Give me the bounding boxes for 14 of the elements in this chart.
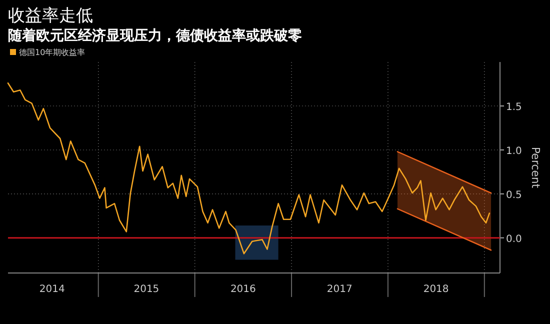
x-tick-label: 2018 (423, 284, 449, 295)
x-tick-label: 2017 (326, 284, 352, 295)
y-tick-label: 1.0 (506, 146, 522, 157)
y-axis-title: Percent (529, 146, 542, 189)
x-tick-label: 2016 (230, 284, 256, 295)
x-tick-label: 2015 (134, 284, 160, 295)
line-series (7, 82, 490, 254)
chart-title: 收益率走低 (8, 6, 93, 26)
legend-label: 德国10年期收益率 (19, 48, 86, 57)
y-tick-label: 0.5 (506, 190, 522, 201)
y-tick-label: 0.0 (506, 234, 522, 245)
chart-subtitle: 随着欧元区经济显现压力，德债收益率或跌破零 (8, 27, 302, 44)
x-tick-label: 2014 (39, 284, 65, 295)
y-tick-label: 1.5 (506, 102, 522, 113)
